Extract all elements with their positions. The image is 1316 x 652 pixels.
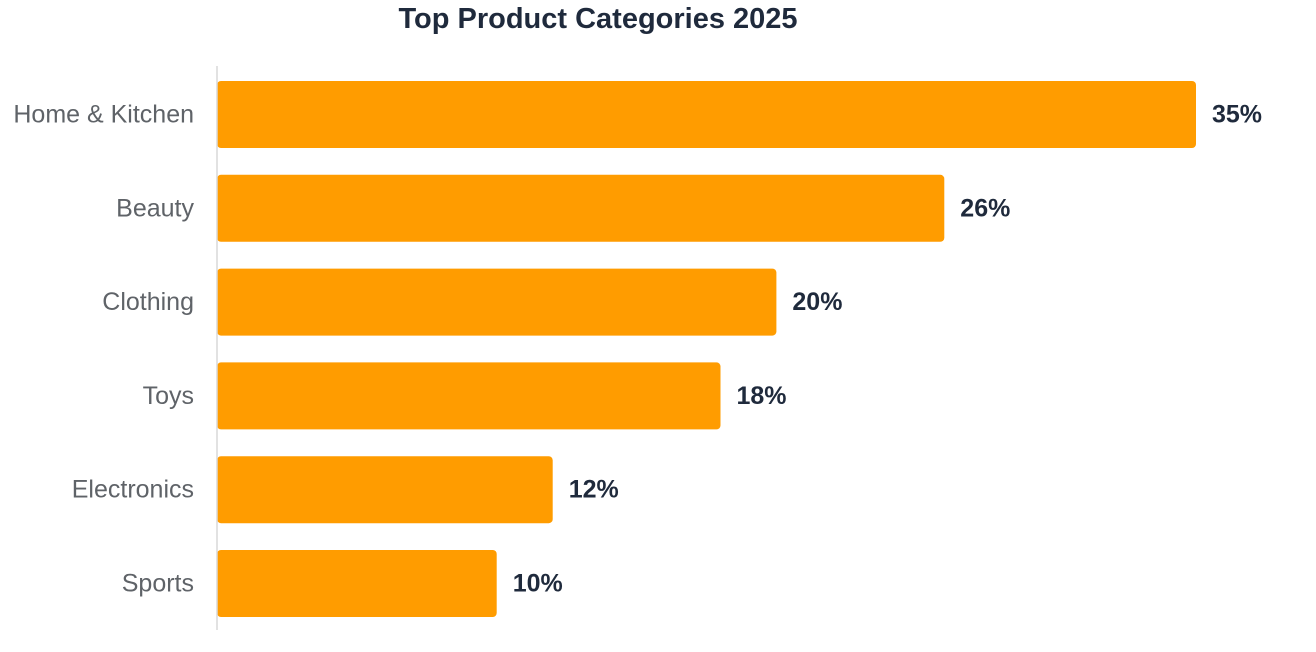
value-label: 10%	[513, 570, 563, 598]
category-label: Home & Kitchen	[13, 101, 194, 129]
value-label: 12%	[569, 476, 619, 504]
bar	[217, 362, 721, 430]
category-label: Sports	[122, 570, 194, 598]
value-label: 20%	[792, 288, 842, 316]
category-label: Beauty	[116, 194, 194, 222]
category-label: Clothing	[102, 288, 194, 316]
chart-title: Top Product Categories 2025	[398, 3, 798, 35]
bar	[217, 268, 777, 336]
bar	[217, 550, 497, 617]
category-label: Toys	[143, 382, 194, 410]
category-label: Electronics	[72, 476, 194, 504]
value-label: 18%	[737, 382, 787, 410]
bar	[217, 81, 1196, 148]
bar	[217, 174, 945, 242]
bars-layer: Home & Kitchen 35% Beauty 26% Clothing 20% Toy…	[13, 81, 1262, 617]
value-label: 35%	[1212, 101, 1262, 129]
value-label: 26%	[960, 194, 1010, 222]
bar	[217, 456, 553, 524]
